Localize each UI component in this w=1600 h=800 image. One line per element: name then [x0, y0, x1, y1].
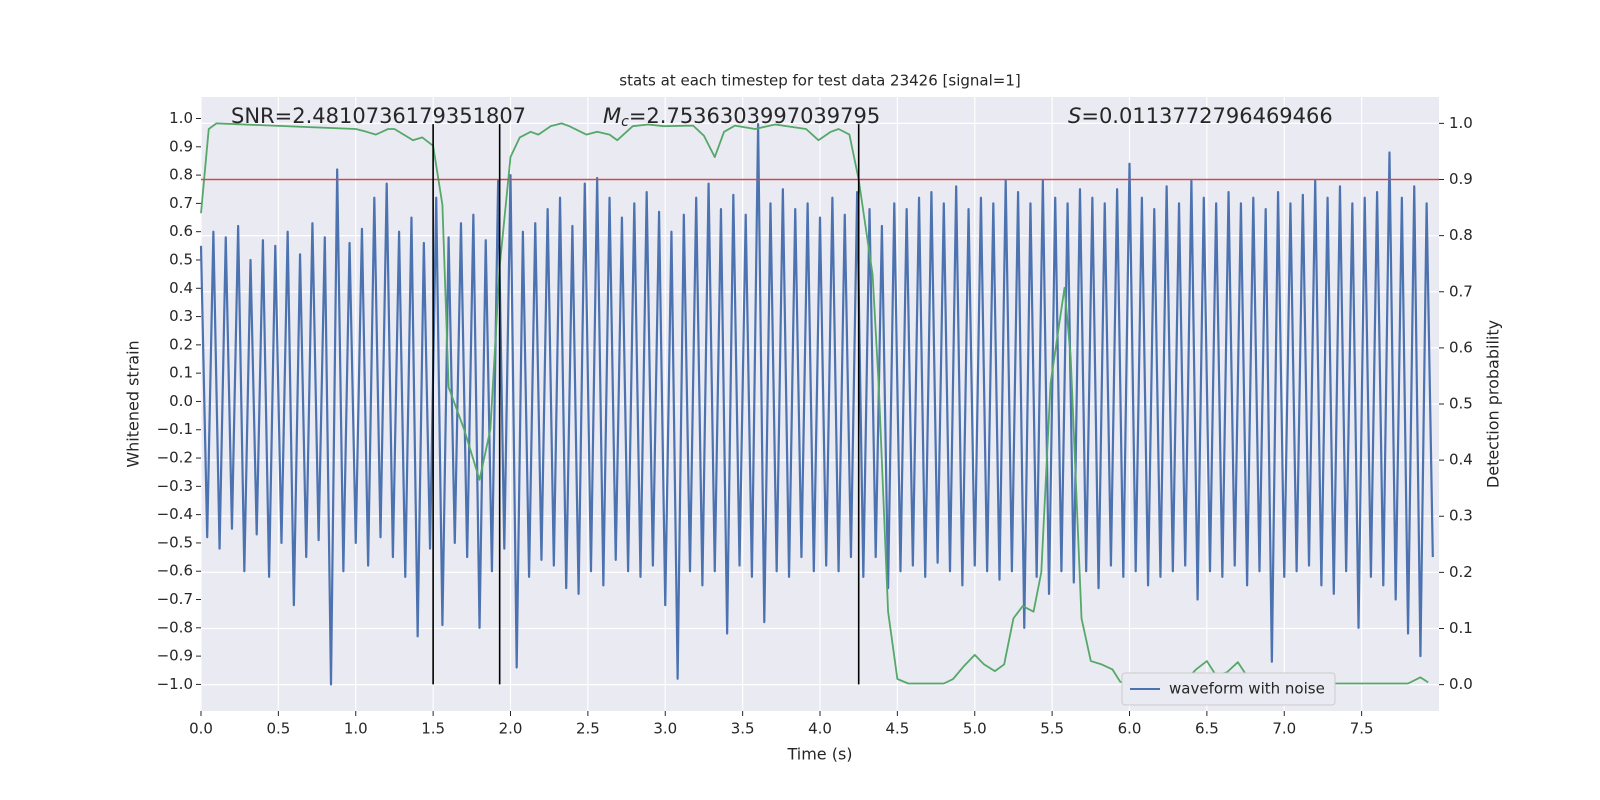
y-tick-label: −0.9: [157, 647, 193, 665]
y2-tick-label: 0.4: [1449, 451, 1473, 469]
y-tick-label: 0.4: [169, 279, 193, 297]
y-tick-label: 0.6: [169, 222, 193, 240]
x-tick-label: 0.0: [189, 720, 213, 738]
annotation-text: =2.7536303997039795: [629, 104, 880, 128]
x-tick-label: 3.5: [731, 720, 755, 738]
x-tick-label: 7.0: [1272, 720, 1296, 738]
y2-tick-label: 0.2: [1449, 563, 1473, 581]
x-tick-label: 6.5: [1195, 720, 1219, 738]
x-tick-label: 2.5: [576, 720, 600, 738]
x-axis-label: Time (s): [786, 745, 852, 764]
x-tick-label: 5.5: [1040, 720, 1064, 738]
y-tick-label: −1.0: [157, 675, 193, 693]
y-tick-label: −0.6: [157, 562, 193, 580]
y-tick-label: −0.3: [157, 477, 193, 495]
x-tick-label: 4.0: [808, 720, 832, 738]
y2-tick-label: 0.6: [1449, 338, 1473, 356]
y-tick-label: 0.8: [169, 166, 193, 184]
annotation-text: =0.011377279646946​6: [1081, 104, 1332, 128]
y-tick-label: 0.5: [169, 250, 193, 268]
annotation-symbol: M: [603, 104, 621, 128]
chart-title: stats at each timestep for test data 234…: [619, 72, 1020, 90]
y-tick-label: 0.3: [169, 307, 193, 325]
y-tick-label: 0.1: [169, 364, 193, 382]
y-tick-label: 0.2: [169, 335, 193, 353]
y-tick-label: 1.0: [169, 109, 193, 127]
x-tick-label: 1.5: [421, 720, 445, 738]
y2-tick-label: 0.0: [1449, 675, 1473, 693]
y-tick-label: 0.7: [169, 194, 193, 212]
series-line: [199, 123, 1434, 686]
y2-axis-label: Detection probability: [1484, 320, 1503, 488]
annotation-text: SNR=2.4810736179351807: [231, 104, 526, 128]
y-tick-label: −0.2: [157, 449, 193, 467]
annotation: S=0.011377279646946​6: [1068, 104, 1333, 128]
annotation: SNR=2.4810736179351807: [231, 104, 526, 128]
x-tick-label: 4.5: [885, 720, 909, 738]
y-tick-label: −0.1: [157, 420, 193, 438]
y-tick-label: −0.4: [157, 505, 193, 523]
y2-tick-label: 0.1: [1449, 619, 1473, 637]
x-tick-label: 7.5: [1350, 720, 1374, 738]
y2-tick-label: 0.7: [1449, 282, 1473, 300]
x-tick-label: 5.0: [963, 720, 987, 738]
x-tick-label: 2.0: [499, 720, 523, 738]
y-tick-label: 0.9: [169, 137, 193, 155]
y-tick-label: −0.7: [157, 590, 193, 608]
annotation-subscript: c: [621, 114, 629, 130]
y-axis-label: Whitened strain: [124, 340, 143, 467]
y2-tick-label: 0.3: [1449, 507, 1473, 525]
x-tick-label: 0.5: [266, 720, 290, 738]
x-tick-label: 3.0: [653, 720, 677, 738]
y-tick-label: −0.5: [157, 533, 193, 551]
y2-tick-label: 0.5: [1449, 395, 1473, 413]
annotation-symbol: S: [1068, 104, 1081, 128]
y-tick-label: 0.0: [169, 392, 193, 410]
legend-box: [1121, 672, 1336, 706]
y2-tick-label: 0.9: [1449, 170, 1473, 188]
x-tick-label: 6.0: [1118, 720, 1142, 738]
y2-tick-label: 0.8: [1449, 226, 1473, 244]
y2-tick-label: 1.0: [1449, 114, 1473, 132]
y-tick-label: −0.8: [157, 618, 193, 636]
x-tick-label: 1.0: [344, 720, 368, 738]
annotation: Mc=2.7536303997039795: [603, 104, 880, 130]
legend-label: waveform with noise: [1169, 680, 1325, 698]
